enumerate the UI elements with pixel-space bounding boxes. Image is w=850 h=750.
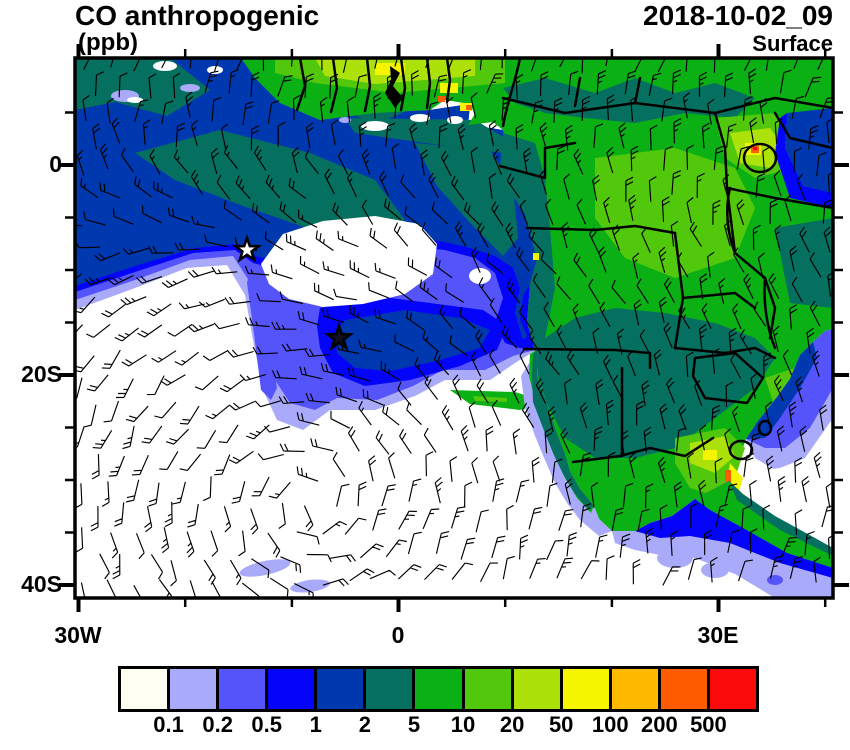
axis-ticks bbox=[59, 44, 849, 612]
star-marker-filled bbox=[323, 322, 355, 351]
colorbar-label-20: 20 bbox=[499, 712, 525, 737]
smoke-plume bbox=[75, 58, 547, 593]
plot-title: CO anthropogenic bbox=[75, 0, 320, 31]
x-axis-label-0: 0 bbox=[391, 622, 405, 648]
colorbar-cell-2 bbox=[219, 669, 266, 709]
colorbar-cell-7 bbox=[464, 669, 511, 709]
colorbar-cell-0 bbox=[121, 669, 168, 709]
colorbar-cell-9 bbox=[562, 669, 609, 709]
map-canvas bbox=[59, 44, 849, 612]
colorbar-label-0.5: 0.5 bbox=[251, 712, 283, 737]
colorbar-cell-3 bbox=[268, 669, 315, 709]
colorbar-cell-12 bbox=[709, 669, 757, 709]
y-axis-label-20s: 20S bbox=[21, 361, 62, 387]
colorbar-cell-10 bbox=[611, 669, 658, 709]
plot-level: Surface bbox=[752, 31, 833, 56]
map-frame bbox=[73, 56, 835, 600]
plot-units: (ppb) bbox=[78, 29, 138, 56]
x-axis-label-30e: 30E bbox=[697, 622, 739, 648]
colorbar-label-0.1: 0.1 bbox=[153, 712, 184, 737]
colorbar-label-1: 1 bbox=[309, 712, 322, 737]
y-axis-label-40s: 40S bbox=[21, 571, 62, 597]
star-marker-open bbox=[231, 234, 263, 263]
plot-datetime: 2018-10-02_09 bbox=[643, 0, 833, 31]
x-axis-label-30w: 30W bbox=[54, 622, 102, 648]
colorbar bbox=[118, 666, 759, 712]
colorbar-cell-11 bbox=[660, 669, 707, 709]
y-axis-label-0: 0 bbox=[49, 151, 62, 177]
colorbar-label-500: 500 bbox=[690, 712, 727, 737]
colorbar-label-200: 200 bbox=[640, 712, 678, 737]
colorbar-label-50: 50 bbox=[548, 712, 574, 737]
colorbar-cell-1 bbox=[170, 669, 217, 709]
colorbar-label-2: 2 bbox=[358, 712, 371, 737]
wind-barbs bbox=[75, 58, 833, 598]
colorbar-cell-8 bbox=[513, 669, 560, 709]
colorbar-label-0.2: 0.2 bbox=[202, 712, 233, 737]
colorbar-label-100: 100 bbox=[591, 712, 629, 737]
colorbar-cell-6 bbox=[415, 669, 462, 709]
colorbar-label-10: 10 bbox=[450, 712, 476, 737]
colorbar-cell-4 bbox=[317, 669, 364, 709]
colorbar-label-5: 5 bbox=[407, 712, 421, 737]
colorbar-cell-5 bbox=[366, 669, 413, 709]
